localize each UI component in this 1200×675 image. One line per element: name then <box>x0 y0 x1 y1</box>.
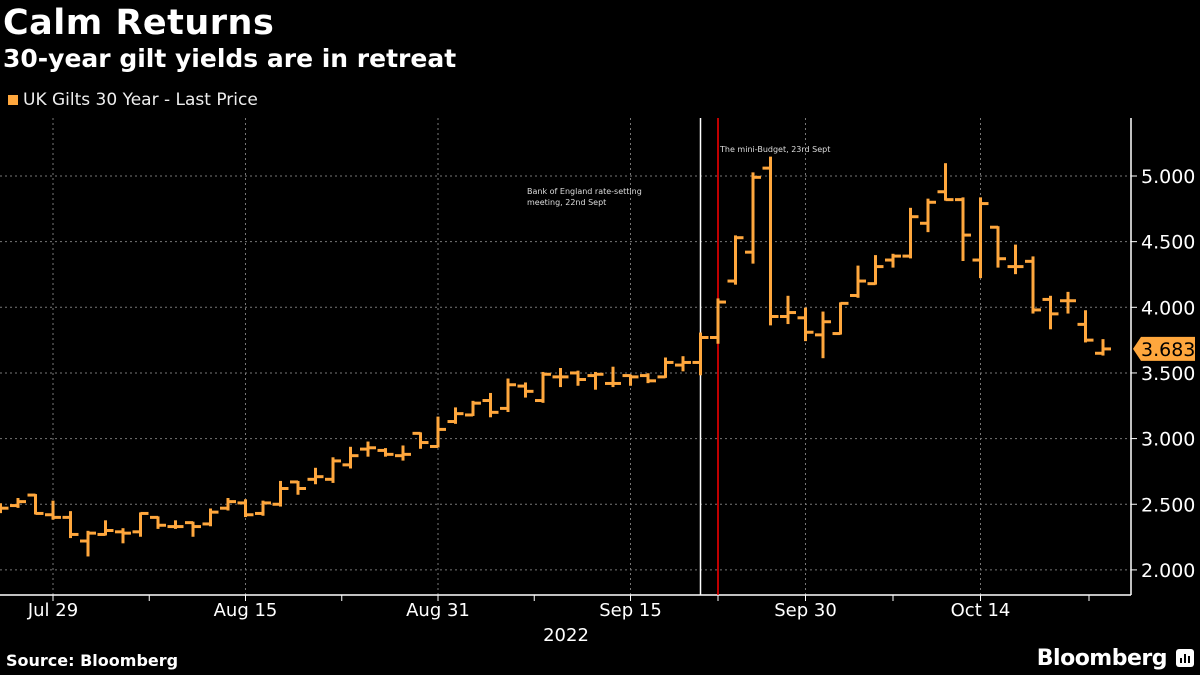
y-tick-label: 2.000 <box>1141 560 1195 582</box>
x-tick-label: Aug 15 <box>214 600 278 621</box>
ohlc-bar <box>780 295 796 325</box>
ohlc-bar <box>132 511 149 537</box>
ohlc-bar <box>465 400 481 417</box>
ohlc-bar <box>290 480 306 495</box>
x-tick-label: Jul 29 <box>27 600 78 621</box>
annotation-text: Bank of England rate-setting <box>527 187 642 196</box>
ohlc-bar <box>255 500 271 516</box>
last-price-tag <box>1133 336 1195 361</box>
ohlc-bar <box>360 441 376 457</box>
ohlc-bar <box>657 357 674 379</box>
ohlc-bar <box>745 172 761 264</box>
legend-swatch <box>8 95 18 105</box>
source-note: Source: Bloomberg <box>6 651 179 670</box>
ohlc-bar <box>762 156 779 326</box>
ohlc-bar <box>622 374 639 386</box>
y-tick-label: 3.500 <box>1141 363 1195 385</box>
bloomberg-chart-icon <box>1176 649 1194 667</box>
ohlc-bar <box>727 235 744 285</box>
ohlc-bar <box>237 499 254 518</box>
ohlc-bar <box>220 497 236 511</box>
ohlc-bar <box>955 197 971 262</box>
ohlc-bar <box>570 370 586 386</box>
ohlc-bar <box>307 467 324 485</box>
ohlc-bar <box>587 371 604 390</box>
chart-subtitle: 30-year gilt yields are in retreat <box>3 44 457 73</box>
bloomberg-logo: Bloomberg <box>1036 646 1168 671</box>
ohlc-bar <box>675 356 691 372</box>
ohlc-bar <box>867 255 884 286</box>
x-tick-label: Aug 31 <box>406 600 470 621</box>
ohlc-bar <box>640 373 656 384</box>
ohlc-bar <box>412 431 429 449</box>
ohlc-bar <box>45 500 61 520</box>
ohlc-bar <box>115 528 131 544</box>
y-tick-label: 4.000 <box>1141 297 1195 319</box>
ohlc-bar <box>1042 295 1059 330</box>
ohlc-bar <box>80 530 96 557</box>
ohlc-bar <box>885 253 901 268</box>
x-year-label: 2022 <box>543 625 589 646</box>
ohlc-bar <box>0 503 9 514</box>
ohlc-bar <box>692 332 709 376</box>
ohlc-bar <box>395 445 411 461</box>
ohlc-bar <box>972 197 989 279</box>
x-tick-label: Oct 14 <box>951 600 1011 621</box>
ohlc-bar <box>62 511 79 539</box>
ohlc-bar <box>850 265 866 298</box>
ohlc-bar <box>902 207 919 259</box>
annotation-text: meeting, 22nd Sept <box>527 198 606 207</box>
ohlc-bar <box>605 366 621 388</box>
ohlc-bar <box>990 225 1006 268</box>
legend-label: UK Gilts 30 Year - Last Price <box>23 90 258 110</box>
y-tick-label: 3.000 <box>1141 429 1195 451</box>
ohlc-bar <box>1025 256 1041 314</box>
y-tick-label: 4.500 <box>1141 232 1195 254</box>
ohlc-bar <box>920 198 936 233</box>
ohlc-bar <box>325 457 341 483</box>
ohlc-bar <box>832 301 849 336</box>
ohlc-bar <box>500 378 516 413</box>
ohlc-bar <box>185 521 201 537</box>
ohlc-bar <box>517 382 534 398</box>
ohlc-bar <box>1077 310 1094 343</box>
ohlc-bar <box>710 298 726 344</box>
ohlc-bar <box>272 480 289 507</box>
y-tick-label: 5.000 <box>1141 166 1195 188</box>
ohlc-bar <box>552 368 569 388</box>
ohlc-bar <box>1007 244 1024 275</box>
ohlc-bar <box>10 497 26 508</box>
ohlc-bar <box>27 493 44 515</box>
x-tick-label: Sep 15 <box>599 600 662 621</box>
ohlc-bar <box>202 508 219 527</box>
ohlc-bar <box>482 392 499 418</box>
ohlc-bar <box>937 163 954 202</box>
annotation-text: The mini-Budget, 23rd Sept <box>719 145 830 154</box>
ohlc-bar <box>535 371 551 403</box>
y-tick-label: 2.500 <box>1141 494 1195 516</box>
ohlc-bar <box>447 407 464 424</box>
ohlc-bar <box>815 311 831 359</box>
ohlc-bar <box>430 416 446 448</box>
last-price-label: 3.683 <box>1141 339 1195 361</box>
ohlc-bar <box>377 448 394 457</box>
ohlc-bar <box>342 446 359 469</box>
ohlc-bar <box>97 520 114 536</box>
x-tick-label: Sep 30 <box>774 600 837 621</box>
legend: UK Gilts 30 Year - Last Price <box>8 90 258 110</box>
ohlc-bar <box>167 520 184 529</box>
ohlc-bar <box>150 515 166 529</box>
ohlc-bar <box>797 307 814 342</box>
ohlc-bar <box>1060 291 1076 314</box>
chart-title: Calm Returns <box>3 3 275 43</box>
ohlc-bar <box>1095 339 1111 356</box>
